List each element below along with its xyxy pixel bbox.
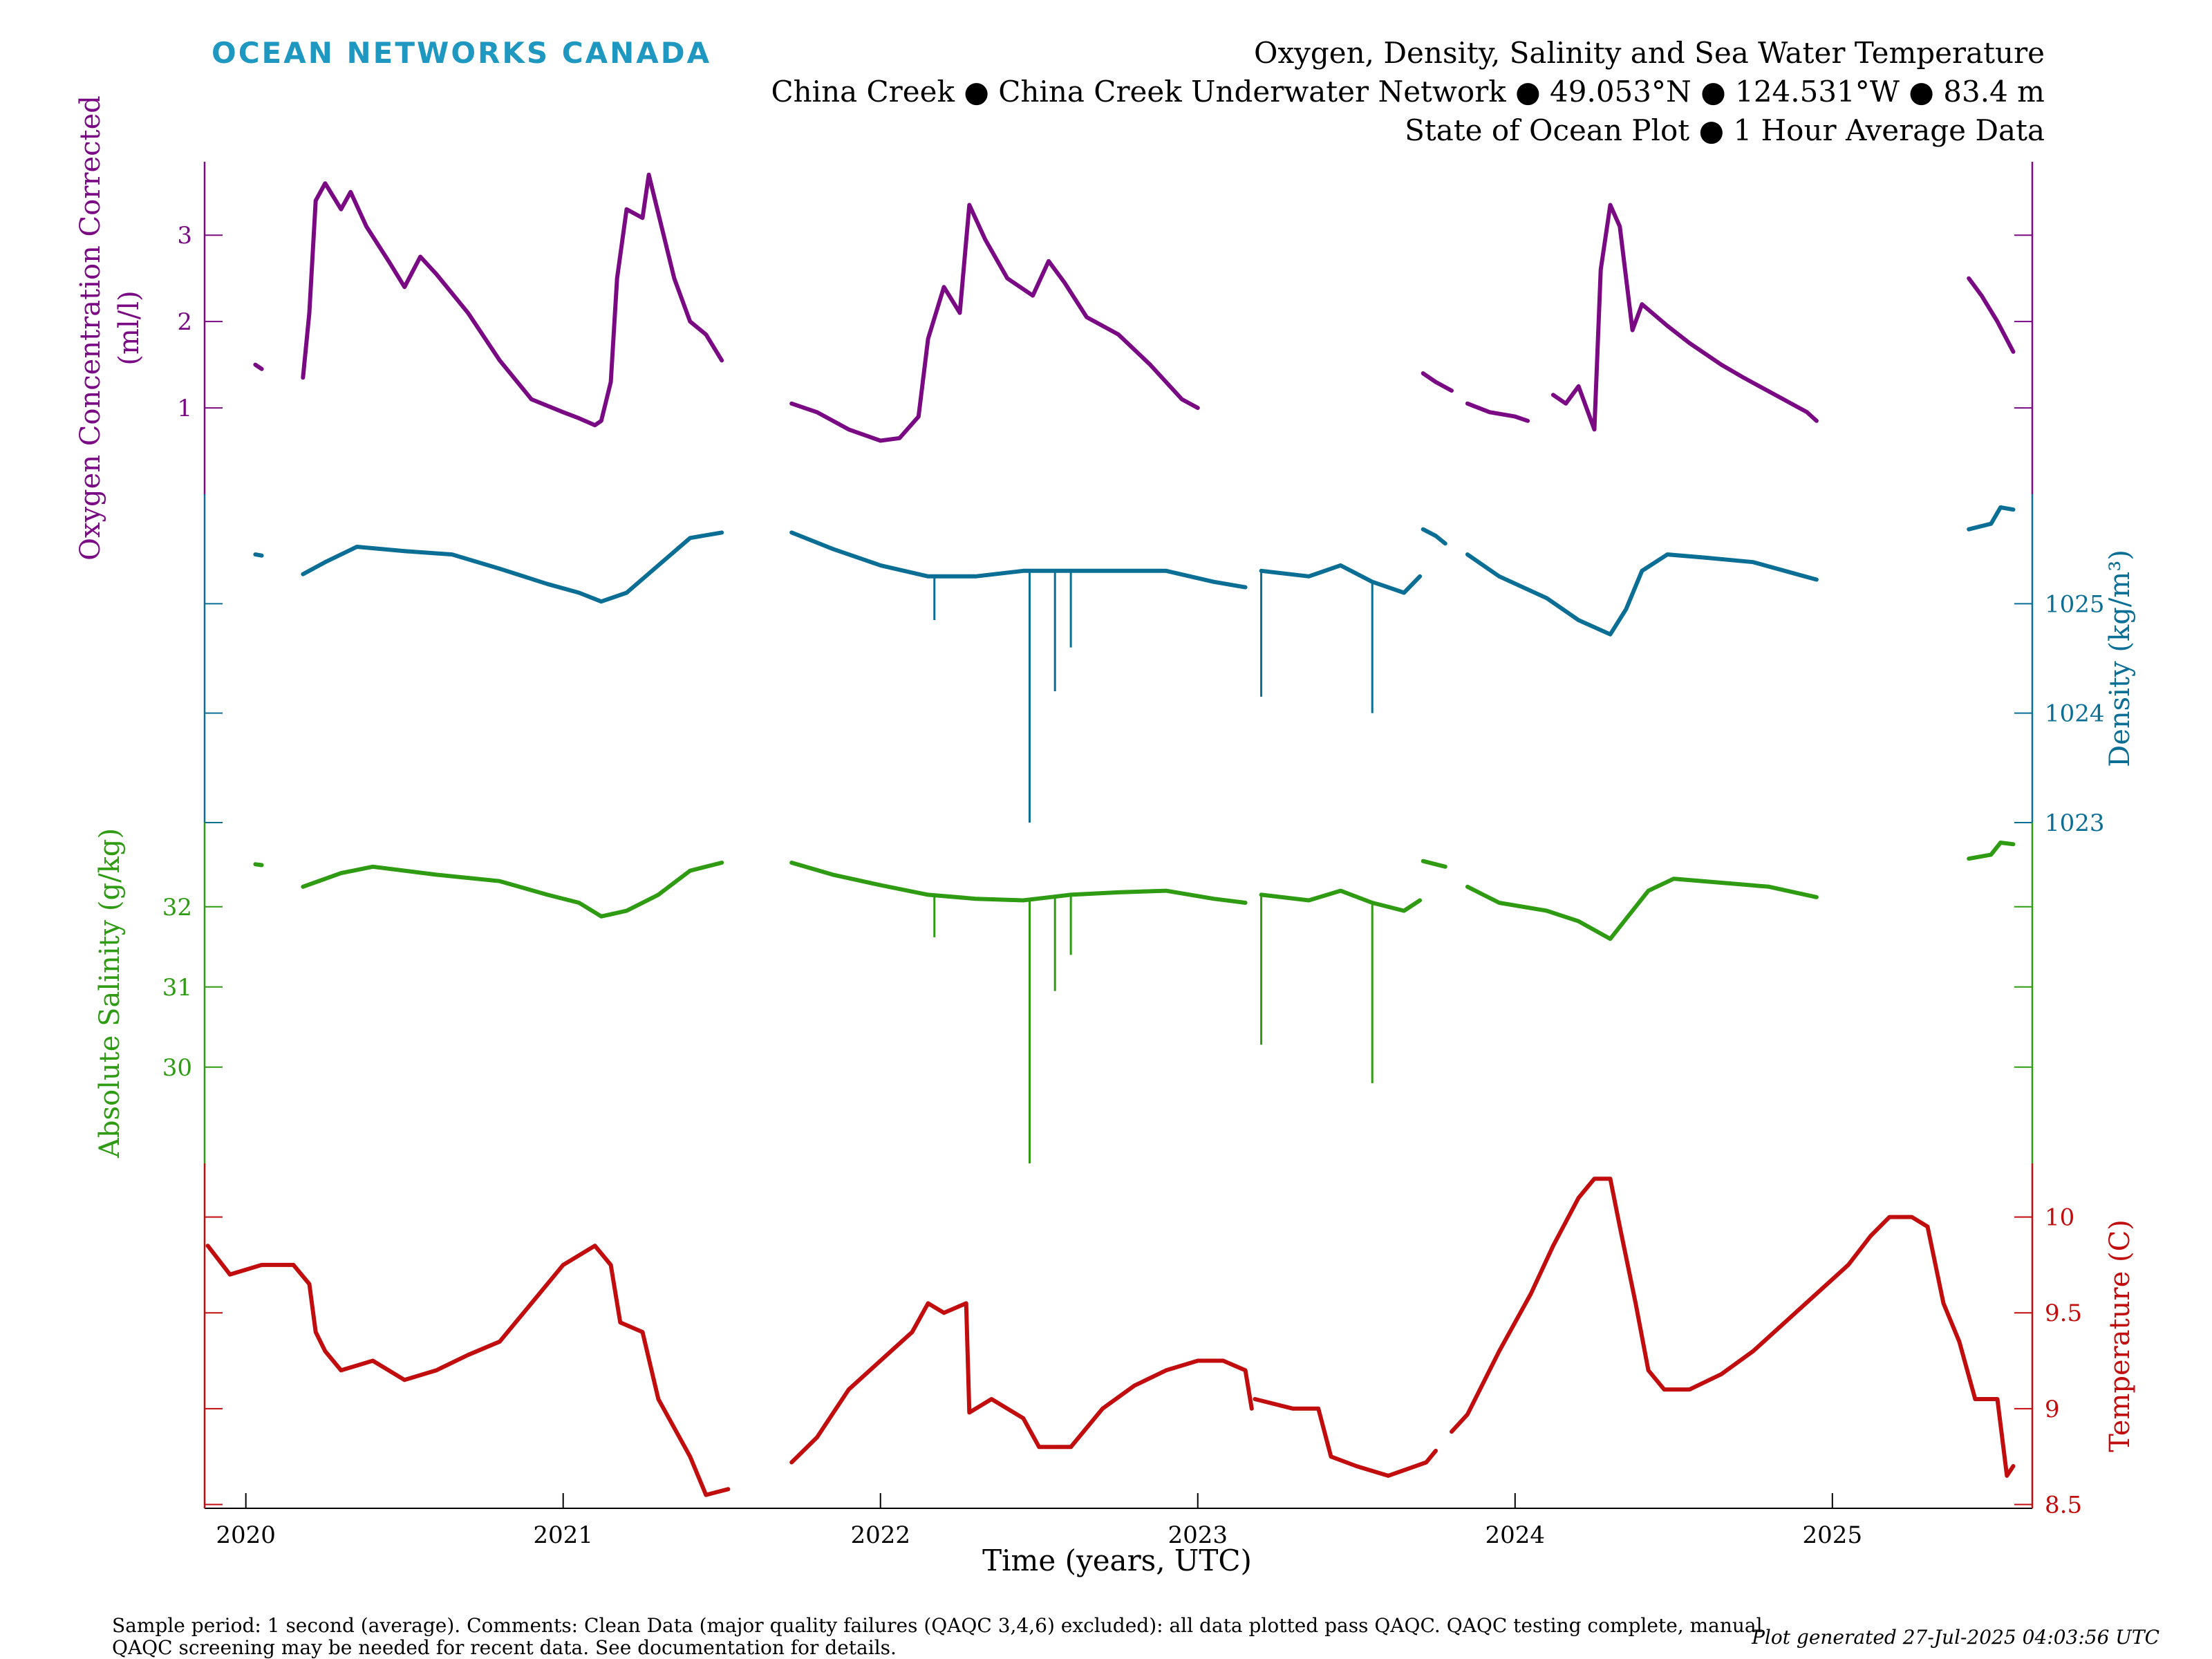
chart-subtitle-location: China Creek ● China Creek Underwater Net… xyxy=(771,75,2045,109)
temperature-y-tick-label: 9.5 xyxy=(2045,1300,2082,1327)
oxygen-y-axis-label: Oxygen Concentration Corrected (ml/l) xyxy=(75,95,145,561)
temperature-y-tick-label: 8.5 xyxy=(2045,1491,2082,1519)
temperature-series-segment xyxy=(1450,1177,2016,1478)
temperature-y-tick-label: 9 xyxy=(2045,1396,2060,1423)
salinity-series-segment xyxy=(1465,877,1819,941)
density-y-tick-label: 1024 xyxy=(2045,700,2105,728)
oxygen-series-segment xyxy=(301,172,724,428)
x-tick-label: 2023 xyxy=(1168,1521,1228,1549)
x-tick-label: 2020 xyxy=(216,1521,276,1549)
x-tick-label: 2024 xyxy=(1485,1521,1546,1549)
density-y-tick-label: 1025 xyxy=(2045,590,2105,618)
oxygen-series-segment xyxy=(253,362,264,371)
density-series-segment xyxy=(1967,505,2016,532)
x-tick-label: 2022 xyxy=(850,1521,910,1549)
footer-comment: Sample period: 1 second (average). Comme… xyxy=(112,1614,1763,1659)
oxygen-series-segment xyxy=(1421,371,1454,393)
density-series-segment xyxy=(1465,552,1819,637)
oxygen-series-segment xyxy=(789,203,1200,443)
temperature-y-tick-label: 10 xyxy=(2045,1204,2074,1232)
oxygen-series-segment xyxy=(1967,276,2016,354)
density-y-tick-label: 1023 xyxy=(2045,809,2105,837)
chart-subtitle-data-type: State of Ocean Plot ● 1 Hour Average Dat… xyxy=(1405,113,2045,147)
temperature-series-segment xyxy=(205,1244,731,1497)
chart-title: Oxygen, Density, Salinity and Sea Water … xyxy=(1254,36,2045,70)
density-series-segment xyxy=(1421,527,1447,546)
ocean-networks-canada-logo: OCEAN NETWORKS CANADA xyxy=(212,36,712,70)
oxygen-y-tick-label: 1 xyxy=(177,395,192,422)
density-y-axis-label: Density (kg/m³) xyxy=(2104,550,2136,767)
salinity-series-segment xyxy=(789,861,1248,905)
temperature-y-axis-label: Temperature (C) xyxy=(2104,1219,2136,1452)
x-tick-label: 2021 xyxy=(533,1521,593,1549)
x-axis-label: Time (years, UTC) xyxy=(982,1544,1252,1577)
density-series-segment xyxy=(253,552,264,558)
density-series-segment xyxy=(789,530,1248,590)
axes-layer: 2020 2021 2022 2023 2024 2025 1 2 3 Oxygen Concen… xyxy=(75,95,2136,1549)
x-tick-label: 2025 xyxy=(1803,1521,1863,1549)
salinity-y-tick-label: 30 xyxy=(162,1054,192,1082)
temperature-series-segment xyxy=(1253,1397,1438,1478)
salinity-series-segment xyxy=(301,861,724,919)
density-series-segment xyxy=(1259,563,1423,595)
oxygen-y-tick-label: 2 xyxy=(177,308,192,336)
salinity-y-axis-label: Absolute Salinity (g/kg) xyxy=(94,828,126,1159)
data-marks-layer xyxy=(205,172,2016,1497)
salinity-series-segment xyxy=(1967,841,2016,861)
plot-generated-timestamp: Plot generated 27-Jul-2025 04:03:56 UTC xyxy=(1752,1626,2159,1649)
oxygen-series-segment xyxy=(1465,401,1530,423)
temperature-series-segment xyxy=(789,1301,1254,1465)
salinity-y-tick-label: 32 xyxy=(162,894,192,921)
salinity-series-segment xyxy=(1259,888,1423,913)
oxygen-y-tick-label: 3 xyxy=(177,222,192,250)
salinity-series-segment xyxy=(253,862,264,868)
salinity-series-segment xyxy=(1421,859,1447,869)
oxygen-series-segment xyxy=(1550,203,1819,432)
salinity-y-tick-label: 31 xyxy=(162,974,192,1002)
density-series-segment xyxy=(301,530,724,604)
